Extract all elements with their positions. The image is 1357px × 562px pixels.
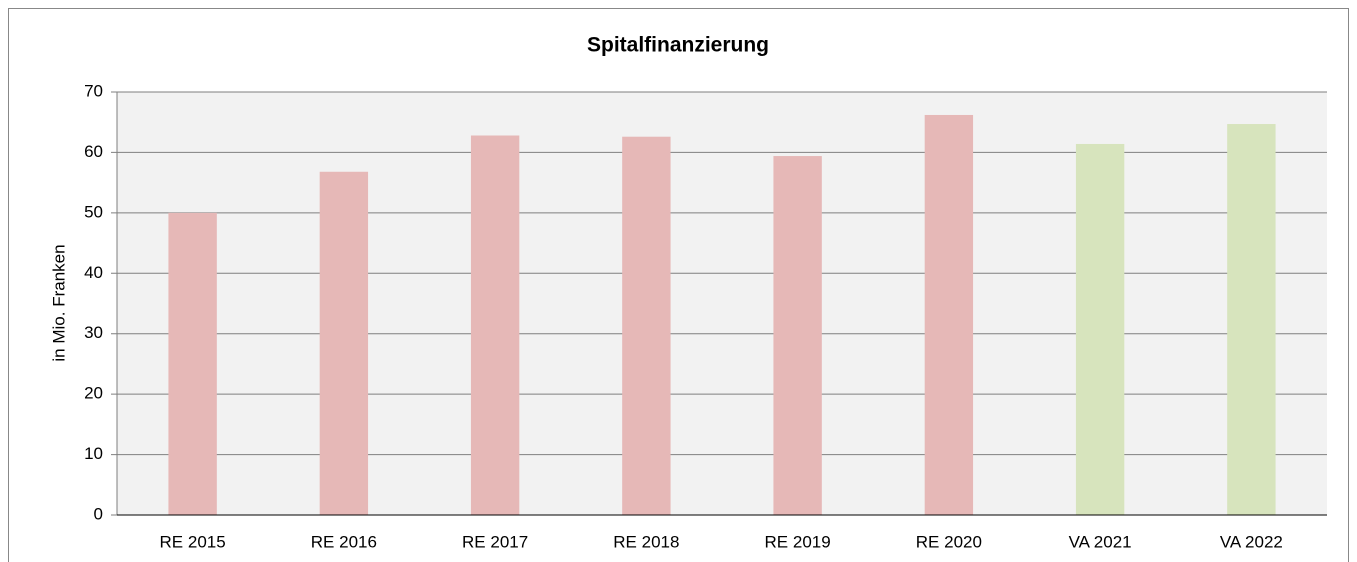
x-tick-label: RE 2016 — [311, 532, 377, 551]
x-tick-label: RE 2015 — [160, 532, 226, 551]
y-tick-label: 50 — [84, 202, 103, 221]
y-tick-label: 40 — [84, 263, 103, 282]
x-tick-label: RE 2019 — [765, 532, 831, 551]
bar — [924, 114, 974, 515]
x-tick-label: VA 2021 — [1069, 532, 1132, 551]
bar — [319, 171, 369, 515]
bar — [470, 135, 520, 515]
y-tick-label: 30 — [84, 323, 103, 342]
plot-area — [117, 92, 1327, 515]
y-tick-label: 10 — [84, 444, 103, 463]
x-tick-label: RE 2020 — [916, 532, 982, 551]
y-tick-label: 70 — [84, 81, 103, 100]
bar — [622, 136, 671, 515]
y-tick-label: 60 — [84, 142, 103, 161]
bar — [773, 156, 822, 515]
x-tick-label: RE 2017 — [462, 532, 528, 551]
y-axis-label: in Mio. Franken — [49, 244, 68, 361]
bar — [1227, 124, 1276, 515]
bar — [1075, 143, 1125, 515]
y-tick-label: 20 — [84, 384, 103, 403]
chart-title: Spitalfinanzierung — [587, 34, 769, 57]
bar — [168, 212, 217, 515]
x-tick-label: RE 2018 — [613, 532, 679, 551]
y-tick-label: 0 — [94, 504, 103, 523]
x-tick-label: VA 2022 — [1220, 532, 1283, 551]
